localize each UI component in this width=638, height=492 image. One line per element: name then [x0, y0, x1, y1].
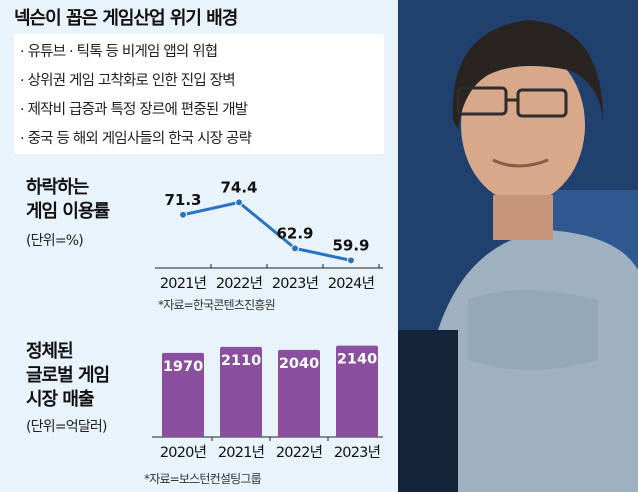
bar-chart-unit: (단위=억달러) [26, 419, 107, 435]
bar-data-label: 2140 [337, 352, 377, 368]
line-x-tick-label: 2023년 [272, 275, 318, 292]
line-chart-unit: (단위=%) [26, 233, 84, 249]
line-point [235, 198, 243, 207]
reason-item: · 상위권 게임 고착화로 인한 진입 장벽 [20, 73, 236, 89]
bar-chart-source: *자료=보스턴컨설팅그룹 [144, 472, 262, 486]
bar-chart-title-line1: 정체된 [26, 341, 74, 362]
bar-x-tick-label: 2020년 [160, 444, 206, 461]
line-point [179, 210, 187, 219]
line-chart-title: 하락하는 게임 이용률 [26, 176, 110, 224]
bar [336, 345, 378, 437]
line-data-label: 74.4 [220, 178, 257, 196]
line-chart-title-line1: 하락하는 [26, 177, 89, 198]
speaker-photo [398, 0, 638, 492]
bar [162, 352, 204, 437]
bar-chart-title: 정체된 글로벌 게임 시장 매출 [26, 340, 110, 412]
bar-data-label: 2110 [221, 353, 261, 369]
line-chart-source: *자료=한국콘텐츠진흥원 [158, 298, 276, 312]
line-series-path [182, 200, 352, 262]
bar-chart-title-line3: 시장 매출 [26, 389, 95, 410]
infographic-title: 넥슨이 꼽은 게임산업 위기 배경 [14, 8, 238, 29]
bar-data-label: 1970 [163, 359, 203, 375]
reason-item: · 제작비 급증과 특정 장르에 편중된 개발 [20, 102, 248, 118]
line-data-label: 71.3 [164, 191, 201, 209]
reason-item: · 중국 등 해외 게임사들의 한국 시장 공략 [20, 131, 252, 147]
bar [278, 349, 320, 437]
bar [220, 346, 262, 437]
line-chart-title-line2: 게임 이용률 [26, 201, 110, 222]
bar-chart: 1970 2020년 2110 2021년 2040 2022년 2140 2023년 [152, 345, 383, 461]
infographic-panel: 넥슨이 꼽은 게임산업 위기 배경 · 유튜브 · 틱톡 등 비게임 앱의 위협… [0, 0, 398, 492]
line-chart: 71.3 74.4 62.9 59.9 2021년 2022년 2023년 2024년 [155, 178, 383, 292]
line-point [291, 244, 299, 253]
bar-x-tick-label: 2022년 [276, 444, 322, 461]
line-data-label: 62.9 [276, 224, 313, 242]
bar-x-tick-label: 2021년 [218, 444, 264, 461]
bar-x-tick-label: 2023년 [334, 444, 380, 461]
line-data-label: 59.9 [332, 236, 369, 254]
reason-item: · 유튜브 · 틱톡 등 비게임 앱의 위협 [20, 44, 218, 60]
line-x-tick-label: 2024년 [328, 275, 374, 292]
bar-data-label: 2040 [279, 356, 319, 372]
reasons-box: · 유튜브 · 틱톡 등 비게임 앱의 위협 · 상위권 게임 고착화로 인한 … [14, 34, 384, 154]
line-point [347, 256, 355, 265]
line-x-tick-label: 2022년 [216, 275, 262, 292]
bar-chart-title-line2: 글로벌 게임 [26, 365, 110, 386]
speaker-illustration [398, 0, 638, 492]
line-x-tick-label: 2021년 [160, 275, 206, 292]
